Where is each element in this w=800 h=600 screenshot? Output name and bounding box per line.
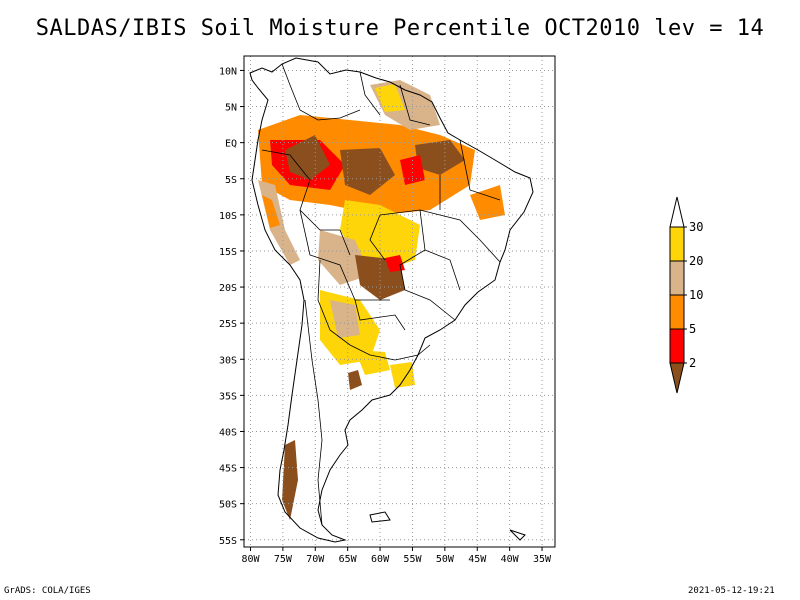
- legend-swatch: [669, 328, 685, 364]
- lat-tick-label: 25S: [219, 319, 237, 330]
- legend-swatch: [669, 226, 685, 262]
- legend-label: 5: [689, 322, 696, 336]
- shade-east-amazon: [415, 140, 465, 175]
- shade-chaco-tan: [330, 300, 360, 338]
- lat-tick-label: 50S: [219, 500, 237, 511]
- legend-triangle-top: [669, 196, 685, 228]
- legend-triangle-bottom: [669, 362, 685, 394]
- shading-layer: [258, 80, 505, 520]
- coastline: [249, 57, 534, 543]
- shade-amazon-east-red: [400, 155, 425, 185]
- lon-tick-label: 50W: [436, 554, 455, 565]
- lat-tick-label: 10S: [219, 211, 237, 222]
- shade-chile-south: [282, 440, 298, 520]
- lon-tick-label: 55W: [403, 554, 422, 565]
- map-title: SALDAS/IBIS Soil Moisture Percentile OCT…: [35, 16, 765, 41]
- lat-tick-label: 40S: [219, 427, 237, 438]
- lat-tick-label: 20S: [219, 283, 237, 294]
- shade-northeast: [470, 185, 505, 220]
- lat-tick-label: 5S: [225, 175, 237, 186]
- shade-andes-west-red: [262, 195, 280, 228]
- lat-tick-label: 5N: [225, 103, 237, 114]
- lon-tick-label: 60W: [371, 554, 390, 565]
- legend-swatch: [669, 260, 685, 296]
- lon-tick-label: 65W: [339, 554, 358, 565]
- lon-tick-label: 35W: [533, 554, 552, 565]
- lon-tick-label: 45W: [468, 554, 487, 565]
- lat-tick-label: 45S: [219, 464, 237, 475]
- shade-mato-grosso-red: [385, 255, 405, 272]
- legend-swatch: [669, 294, 685, 330]
- legend-colorbar: 30 20 10 5 2: [669, 196, 703, 394]
- shade-central-brazil-tan: [318, 230, 370, 285]
- lon-tick-label: 80W: [241, 554, 260, 565]
- shade-uruguay: [390, 362, 415, 388]
- shade-guianas-yellow: [375, 84, 405, 112]
- legend-label: 30: [689, 220, 703, 234]
- footer-timestamp: 2021-05-12-19:21: [688, 586, 775, 596]
- footer-credit: GrADS: COLA/IGES: [4, 586, 91, 596]
- lat-tick-label: EQ: [225, 139, 237, 150]
- legend-label: 2: [689, 356, 696, 370]
- lat-tick-label: 55S: [219, 536, 237, 547]
- legend-label: 10: [689, 288, 703, 302]
- longitude-axis: 80W 75W 70W 65W 60W 55W 50W 45W 40W 35W: [241, 547, 552, 565]
- shade-patagonia-spot: [348, 370, 362, 390]
- lon-tick-label: 70W: [306, 554, 325, 565]
- shade-amazon-central-2: [340, 148, 395, 195]
- legend-label: 20: [689, 254, 703, 268]
- latitude-axis: 10N 5N EQ 5S 10S 15S 20S 25S 30S 35S 40S 45S 50S 55S: [219, 66, 244, 547]
- plot-frame: [243, 55, 556, 548]
- shade-pampas: [355, 350, 390, 375]
- lon-tick-label: 75W: [274, 554, 293, 565]
- lat-tick-label: 30S: [219, 355, 237, 366]
- lat-tick-label: 35S: [219, 391, 237, 402]
- lat-tick-label: 15S: [219, 247, 237, 258]
- shade-amazon-central: [285, 135, 330, 180]
- country-borders: [261, 63, 501, 526]
- lon-tick-label: 40W: [501, 554, 520, 565]
- lat-tick-label: 10N: [219, 66, 237, 77]
